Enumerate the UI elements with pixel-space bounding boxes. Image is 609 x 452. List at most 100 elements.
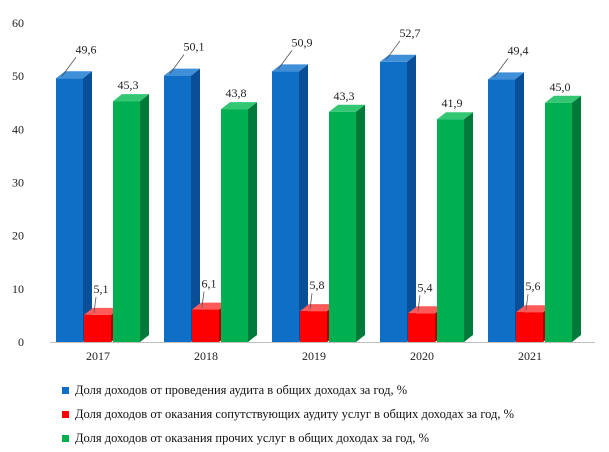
leader-line <box>493 58 509 78</box>
leader-line <box>309 293 313 310</box>
data-label: 43,8 <box>226 86 247 100</box>
bar-top <box>488 72 524 80</box>
data-label: 43,3 <box>334 89 355 103</box>
bar-front <box>300 311 327 342</box>
bar-audit-2020 <box>380 54 416 342</box>
x-tick-label: 2019 <box>302 349 326 363</box>
x-tick-label: 2020 <box>410 349 434 363</box>
bar-front <box>192 309 219 342</box>
bar-top <box>164 68 200 76</box>
leader-line <box>525 294 529 311</box>
bar-other-services-2020 <box>437 112 473 343</box>
bar-other-services-2021 <box>545 95 581 342</box>
leader-line <box>169 54 185 74</box>
legend-label-related-services: Доля доходов от оказания сопутствующих а… <box>75 406 515 421</box>
leader-line <box>61 57 77 77</box>
bar-chart: 0 10 20 30 40 50 60 49,6 5,1 45,3 50,1 6,1 43,8 50,9… <box>12 16 595 363</box>
bar-front <box>56 78 83 342</box>
bar-audit-2017 <box>56 71 92 342</box>
bar-top <box>272 64 308 72</box>
bar-side <box>572 95 581 342</box>
x-tick-label: 2021 <box>518 349 542 363</box>
bar-top <box>329 104 365 112</box>
bar-side <box>407 54 416 342</box>
bar-front <box>272 71 299 343</box>
legend-item-related-services: Доля доходов от оказания сопутствующих а… <box>62 402 514 426</box>
bar-top <box>545 95 581 103</box>
bar-front <box>437 119 464 343</box>
data-label: 5,8 <box>310 278 325 292</box>
bar-top <box>113 94 149 102</box>
data-label: 49,6 <box>76 42 97 56</box>
data-label: 5,6 <box>526 279 541 293</box>
bar-side <box>83 71 92 342</box>
bar-front <box>408 313 435 342</box>
data-label: 6,1 <box>202 277 217 291</box>
bar-audit-2018 <box>164 68 200 342</box>
bar-side <box>248 102 257 342</box>
bar-other-services-2019 <box>329 104 365 342</box>
bar-top <box>300 304 336 312</box>
bar-side <box>515 72 524 343</box>
x-axis: 2017 2018 2019 2020 2021 <box>86 349 542 363</box>
data-label: 5,1 <box>94 282 109 296</box>
bar-audit-2021 <box>488 72 524 343</box>
bar-front <box>488 79 515 343</box>
data-label: 52,7 <box>400 26 421 40</box>
leader-line <box>277 50 293 70</box>
y-tick-label: 60 <box>12 16 24 30</box>
bar-front <box>516 312 543 342</box>
bar-front <box>221 109 248 342</box>
y-tick-label: 10 <box>12 282 24 296</box>
legend-item-audit: Доля доходов от проведения аудита в общи… <box>62 378 514 402</box>
bar-side <box>299 64 308 343</box>
bar-audit-2019 <box>272 64 308 343</box>
bar-side <box>140 94 149 342</box>
leader-line <box>93 296 97 313</box>
bar-side <box>356 104 365 342</box>
y-tick-label: 20 <box>12 229 24 243</box>
bar-side <box>464 112 473 343</box>
plot-area: 49,6 5,1 45,3 50,1 6,1 43,8 50,9 5,8 43,3 52,7 5,4… <box>50 26 595 343</box>
data-label: 49,4 <box>508 43 529 57</box>
data-label: 45,3 <box>118 78 139 92</box>
data-label: 50,9 <box>292 35 313 49</box>
bar-top <box>516 305 552 313</box>
bar-top <box>408 306 444 314</box>
bar-front <box>545 102 572 342</box>
bar-front <box>113 101 140 342</box>
x-tick-label: 2018 <box>194 349 218 363</box>
y-tick-label: 0 <box>18 335 24 349</box>
data-label: 5,4 <box>418 280 433 294</box>
legend: Доля доходов от проведения аудита в общи… <box>62 378 514 450</box>
x-tick-label: 2017 <box>86 349 110 363</box>
legend-item-other-services: Доля доходов от оказания прочих услуг в … <box>62 426 514 450</box>
legend-label-other-services: Доля доходов от оказания прочих услуг в … <box>75 430 430 445</box>
legend-swatch-related-services <box>62 410 69 418</box>
leader-line <box>385 40 401 61</box>
leader-line <box>201 291 205 308</box>
bar-top <box>380 54 416 62</box>
bar-front <box>380 61 407 342</box>
bar-side <box>191 68 200 342</box>
bar-top <box>192 302 228 310</box>
leader-line <box>417 295 421 312</box>
bar-front <box>84 314 111 342</box>
bar-other-services-2018 <box>221 102 257 342</box>
bar-top <box>56 71 92 79</box>
data-label: 45,0 <box>550 80 571 94</box>
legend-swatch-audit <box>62 386 69 394</box>
y-axis: 0 10 20 30 40 50 60 <box>12 16 24 349</box>
bar-top <box>84 307 120 315</box>
y-tick-label: 50 <box>12 69 24 83</box>
bar-front <box>164 75 191 342</box>
bar-top <box>437 112 473 120</box>
y-tick-label: 30 <box>12 176 24 190</box>
bar-other-services-2017 <box>113 94 149 342</box>
data-label: 50,1 <box>184 40 205 54</box>
y-tick-label: 40 <box>12 122 24 136</box>
legend-label-audit: Доля доходов от проведения аудита в общи… <box>75 382 408 397</box>
data-label: 41,9 <box>442 96 463 110</box>
bar-front <box>329 111 356 342</box>
bar-top <box>221 102 257 110</box>
